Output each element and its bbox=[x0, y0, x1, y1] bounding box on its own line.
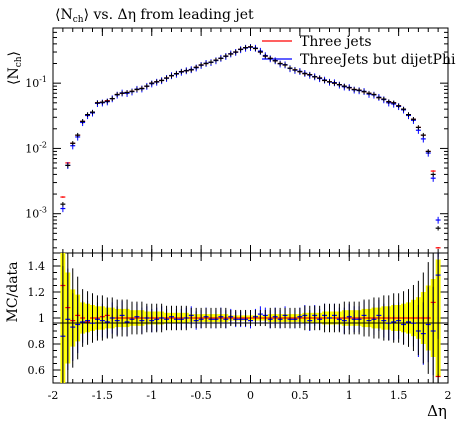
chart-title-rest: ⟩ vs. Δη from leading jet bbox=[84, 7, 254, 23]
ratio-y-tick-label: 1.4 bbox=[28, 260, 46, 273]
legend: Three jets ThreeJets but dijetPhi bbox=[262, 34, 456, 68]
chart-title-sub: ch bbox=[73, 15, 84, 25]
chart-title-text: ⟨N bbox=[55, 7, 73, 23]
ratio-y-tick-label: 1.2 bbox=[28, 286, 46, 299]
main-y-tick-label: 10-2 bbox=[25, 140, 47, 155]
main-y-tick-label: 10-3 bbox=[25, 206, 47, 221]
x-ticks: -2 -1.5 -1 -0.5 0 0.5 1 1.5 2 bbox=[48, 28, 452, 402]
chart-title: ⟨Nch⟩ vs. Δη from leading jet bbox=[55, 7, 254, 25]
x-axis-label: Δη bbox=[427, 402, 447, 420]
x-tick-label: 0.5 bbox=[291, 389, 309, 402]
x-tick-label: -0.5 bbox=[191, 389, 212, 402]
x-tick-label: -1 bbox=[146, 389, 157, 402]
x-tick-label: -2 bbox=[48, 389, 59, 402]
x-tick-label: 1 bbox=[346, 389, 353, 402]
x-tick-label: 2 bbox=[445, 389, 452, 402]
ratio-y-tick-label: 1 bbox=[38, 312, 45, 325]
ratio-y-ticks: 0.6 0.8 1 1.2 1.4 bbox=[28, 259, 448, 377]
main-y-axis-label: ⟨Nch⟩ bbox=[6, 51, 24, 85]
x-tick-label: 1.5 bbox=[390, 389, 408, 402]
legend-label-three-jets: Three jets bbox=[300, 34, 372, 50]
main-y-tick-label: 10-1 bbox=[25, 75, 47, 90]
ratio-y-tick-label: 0.8 bbox=[28, 338, 46, 351]
ratio-data-marks bbox=[60, 253, 441, 383]
legend-label-dijetphi: ThreeJets but dijetPhi bbox=[300, 52, 456, 68]
ratio-y-tick-label: 0.6 bbox=[28, 364, 46, 377]
ratio-y-axis-label: MC/data bbox=[5, 261, 21, 322]
x-tick-label: -1.5 bbox=[92, 389, 113, 402]
main-data-marks bbox=[60, 44, 441, 249]
x-tick-label: 0 bbox=[247, 389, 254, 402]
